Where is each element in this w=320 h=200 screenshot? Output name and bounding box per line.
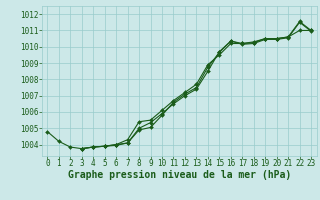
X-axis label: Graphe pression niveau de la mer (hPa): Graphe pression niveau de la mer (hPa): [68, 170, 291, 180]
